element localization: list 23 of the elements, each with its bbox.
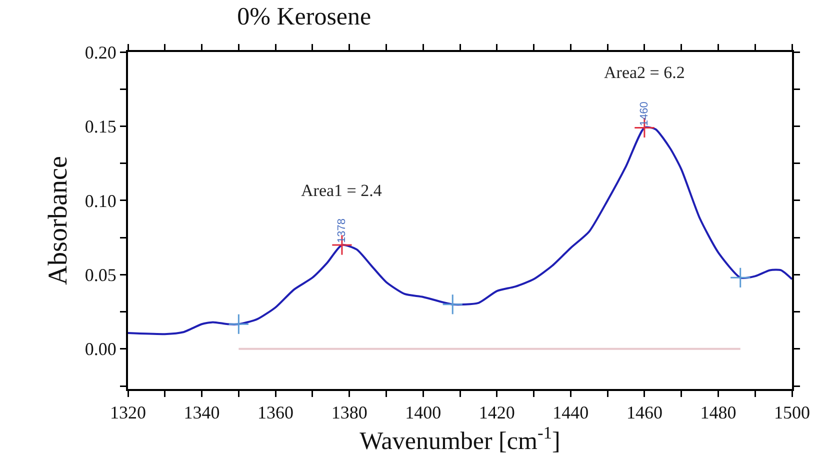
y-tick-label: 0.15 <box>84 116 116 137</box>
chart-title: 0% Kerosene <box>237 3 372 30</box>
line-series <box>128 126 792 336</box>
y-tick-label: 0.20 <box>84 42 116 62</box>
x-tick-label: 1480 <box>700 402 736 423</box>
x-tick-label: 1340 <box>184 402 220 423</box>
x-tick-label: 1400 <box>405 402 442 423</box>
x-tick-label: 1500 <box>774 402 810 423</box>
annotation: Area2 = 6.2 <box>604 63 685 82</box>
y-tick-label: 0.10 <box>84 190 116 211</box>
x-tick-label: 1440 <box>552 402 589 423</box>
x-tick-label: 1420 <box>478 402 515 423</box>
x-axis-title: Wavenumber [cm$^{-1}$] <box>360 422 560 456</box>
annotation: 1460 <box>638 102 651 126</box>
x-tick-label: 1460 <box>626 402 662 423</box>
annotation: 1378 <box>336 218 348 243</box>
y-tick-label: 0.05 <box>84 264 116 285</box>
y-tick-label: 0.00 <box>84 339 116 360</box>
y-axis-title: Absorbance <box>42 156 72 285</box>
x-tick-label: 1360 <box>258 402 294 423</box>
x-tick-label: 1380 <box>331 402 368 423</box>
annotation: Area1 = 2.4 <box>301 181 382 200</box>
x-tick-label: 1320 <box>110 402 146 423</box>
